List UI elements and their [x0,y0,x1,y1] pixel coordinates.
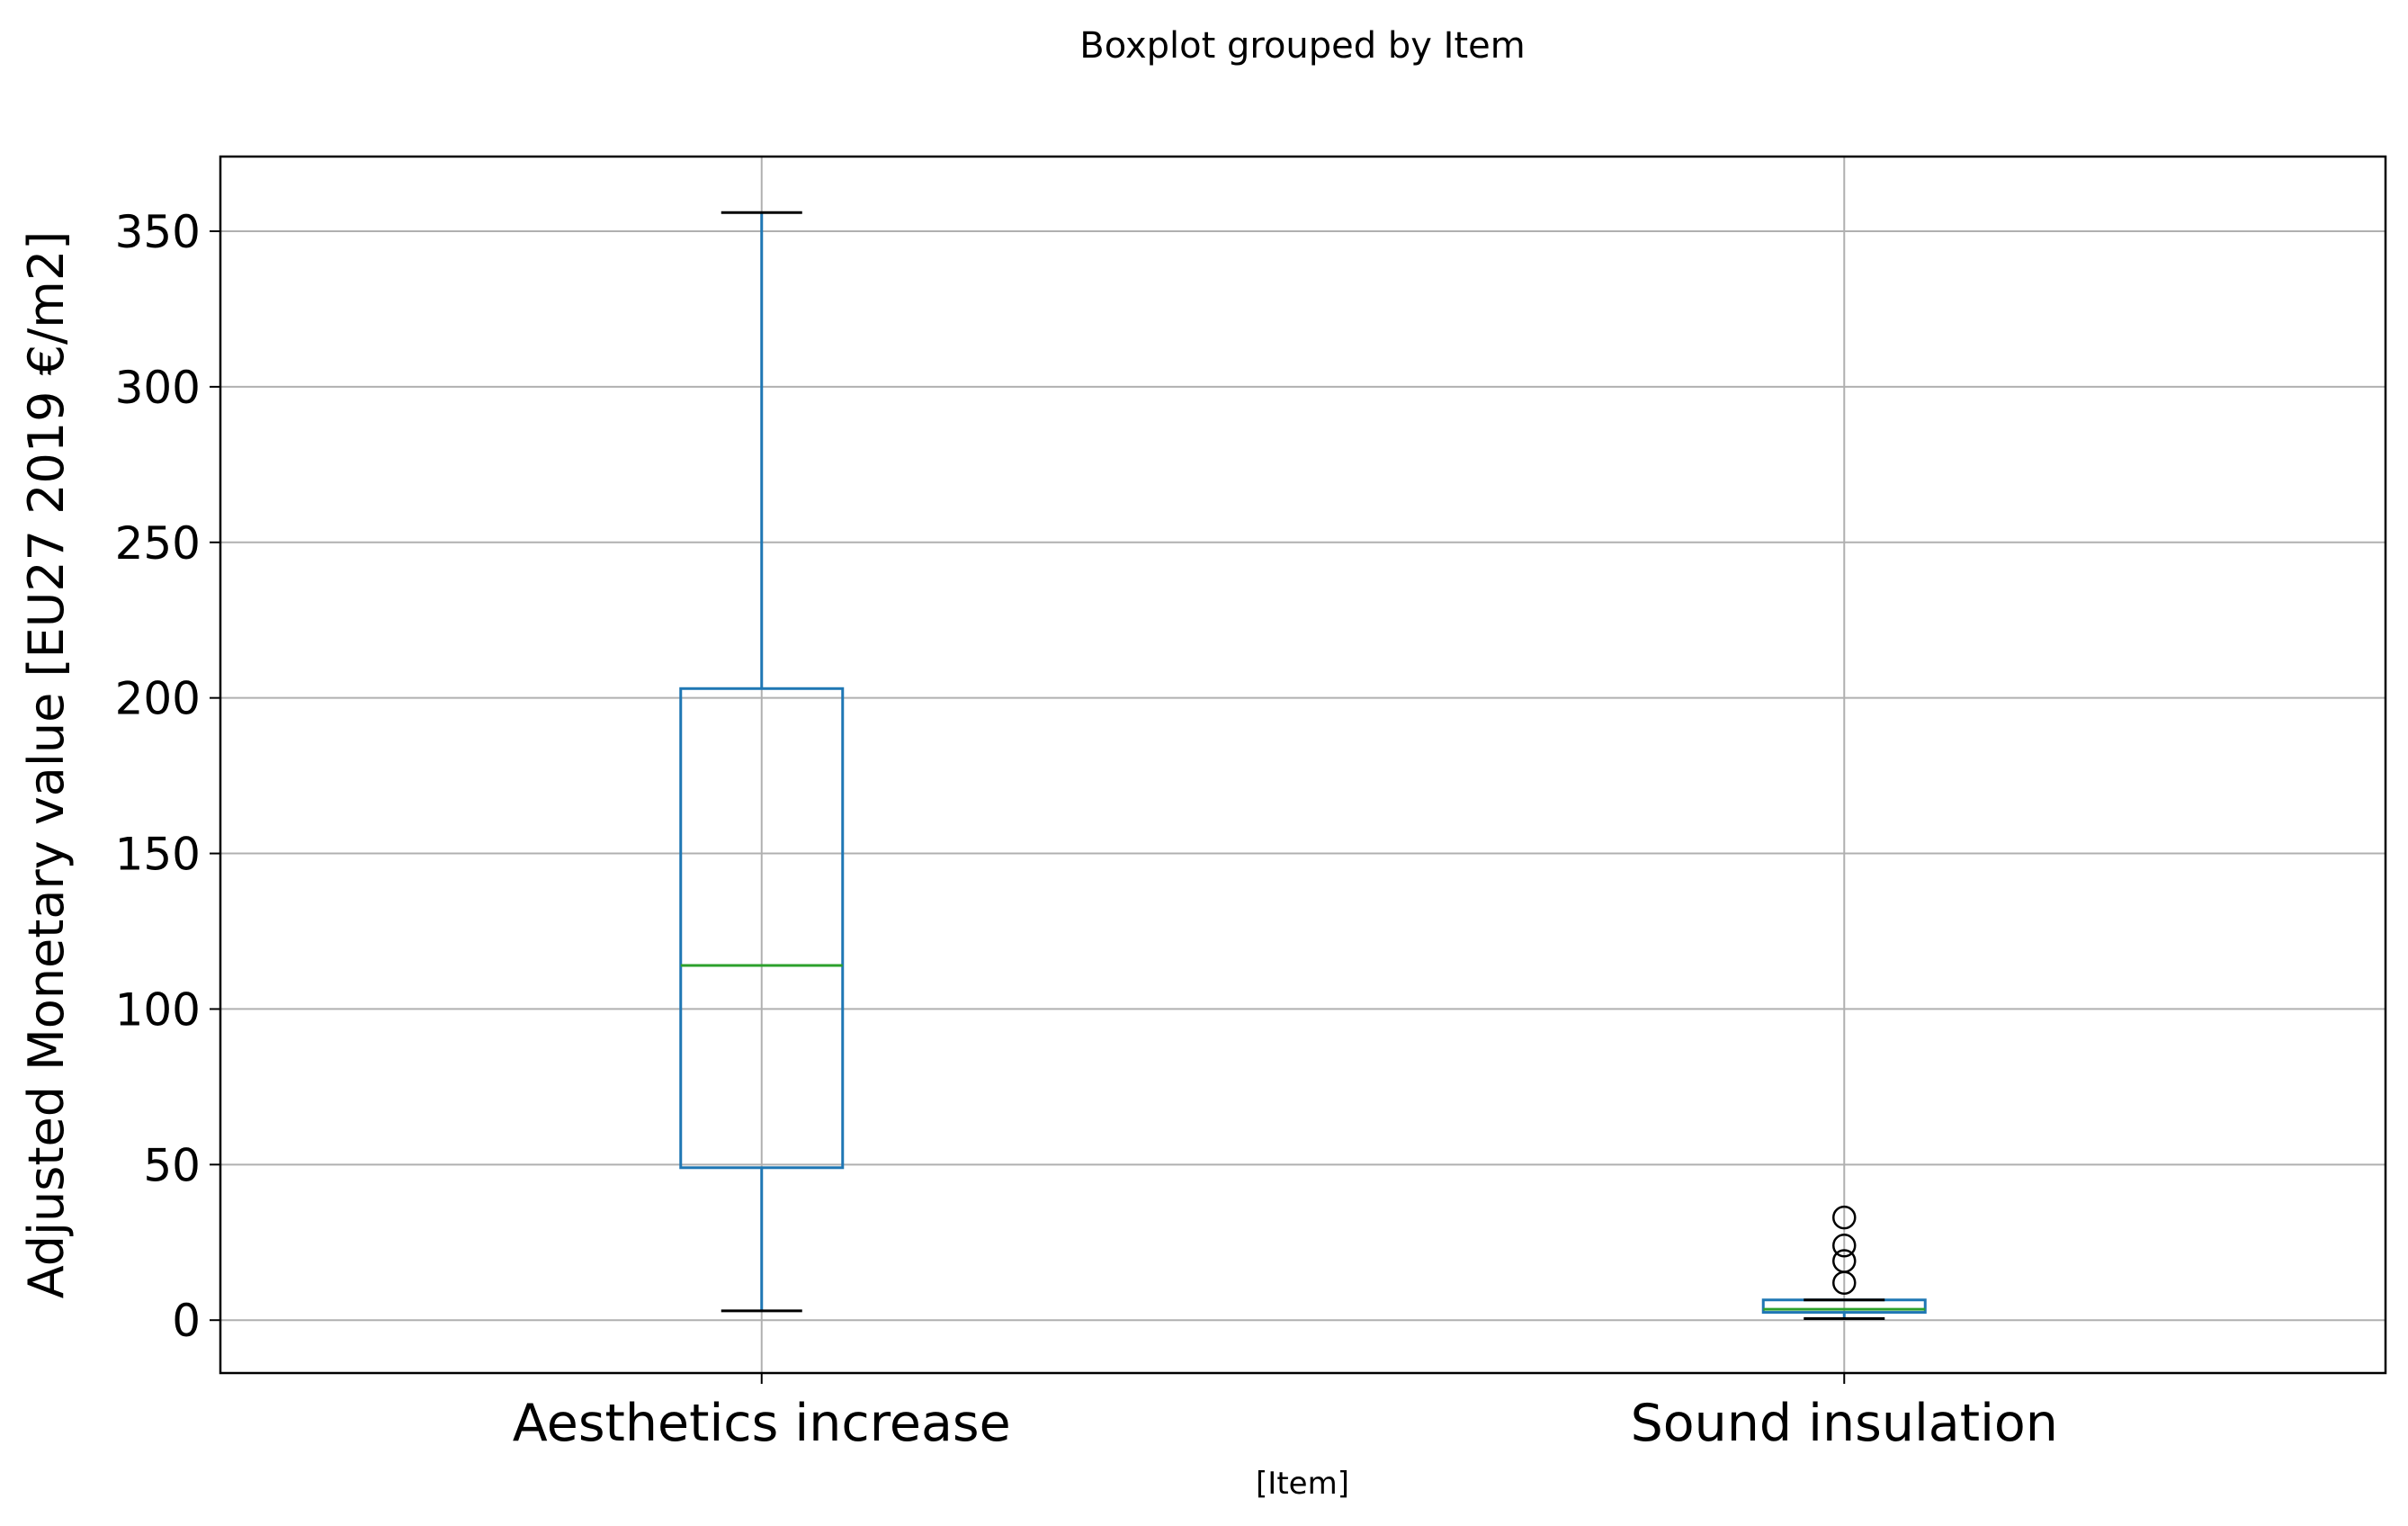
outlier-point [1832,1233,1857,1258]
y-axis-label: Adjusted Monetary value [EU27 2019 €/m2] [18,231,75,1299]
outlier-point [1832,1205,1857,1230]
grid-lines [220,157,2386,1373]
y-tick-label: 100 [115,983,201,1036]
axis-ticks: 0 50 100 150 200 250 300 350 Aesthetics increase… [115,206,2058,1453]
y-tick-label: 50 [143,1139,201,1191]
y-tick-label: 350 [115,206,201,258]
x-axis-label: [Item] [1256,1466,1349,1502]
outlier-point [1832,1249,1857,1273]
y-tick-label: 200 [115,673,201,725]
boxes [679,211,1927,1320]
plot-frame [219,155,2387,1375]
y-tick-label: 250 [115,517,201,570]
x-tick-label: Sound insulation [1631,1394,2058,1453]
iqr-box [679,687,845,1170]
x-tick-label: Aesthetics increase [513,1394,1011,1453]
y-tick-label: 300 [115,362,201,414]
chart-suptitle: Boxplot grouped by Item [1079,25,1525,67]
y-tick-label: 0 [172,1295,201,1347]
y-tick-label: 150 [115,829,201,881]
